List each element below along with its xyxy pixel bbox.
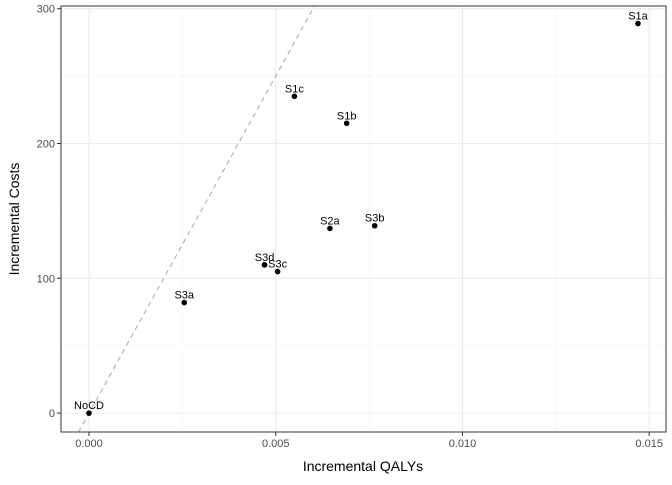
point-label: S3c: [268, 259, 287, 271]
dashed-reference-line: [77, 6, 316, 432]
x-tick-label: 0.005: [262, 438, 290, 450]
y-tick-label: 300: [37, 4, 55, 16]
points-layer: [86, 20, 641, 416]
scatter-point: [261, 262, 268, 268]
x-axis-title: Incremental QALYs: [303, 458, 423, 474]
scatter-point: [86, 410, 92, 416]
y-axis-title: Incremental Costs: [6, 163, 22, 276]
x-axis: 0.000 0.005 0.010 0.015: [75, 432, 663, 450]
panel-border: [60, 5, 667, 433]
scatter-point: [371, 222, 378, 229]
point-label: S3b: [365, 213, 385, 225]
scatter-point: [291, 93, 298, 100]
minor-gridlines: [61, 6, 666, 432]
point-label: S3d: [255, 252, 275, 264]
x-tick-label: 0.010: [449, 438, 477, 450]
scatter-point: [635, 20, 641, 27]
y-tick-label: 100: [37, 273, 55, 285]
point-label: S1a: [628, 11, 648, 23]
point-label: S3a: [174, 290, 194, 302]
point-label: NoCD: [74, 400, 104, 412]
scatter-point: [181, 299, 188, 306]
x-tick-label: 0.015: [635, 438, 663, 450]
x-tick-label: 0.000: [75, 438, 103, 450]
scatter-point: [343, 120, 350, 127]
reference-line-layer: [77, 6, 316, 432]
point-label: S1c: [285, 83, 304, 95]
scatter-point: [274, 268, 281, 275]
y-tick-label: 0: [49, 408, 55, 420]
point-label: S2a: [320, 215, 340, 227]
y-axis: 0 100 200 300: [37, 4, 61, 420]
y-tick-label: 200: [37, 139, 55, 151]
point-label: S1b: [337, 110, 357, 122]
scatter-point: [327, 225, 333, 232]
